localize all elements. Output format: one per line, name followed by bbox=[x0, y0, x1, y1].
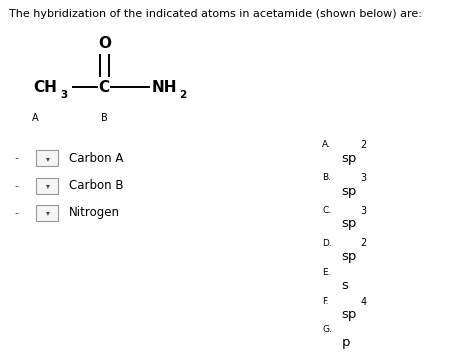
Text: 2: 2 bbox=[360, 140, 366, 150]
Text: ▾: ▾ bbox=[46, 154, 50, 163]
Text: sp: sp bbox=[341, 152, 356, 165]
Text: -: - bbox=[14, 181, 18, 191]
Text: The hybridization of the indicated atoms in acetamide (shown below) are:: The hybridization of the indicated atoms… bbox=[9, 9, 422, 19]
Text: 3: 3 bbox=[360, 173, 366, 183]
Text: -: - bbox=[14, 153, 18, 163]
Text: sp: sp bbox=[341, 308, 356, 321]
FancyBboxPatch shape bbox=[36, 150, 58, 166]
Text: D.: D. bbox=[322, 239, 332, 248]
Text: Nitrogen: Nitrogen bbox=[69, 206, 120, 219]
Text: 2: 2 bbox=[360, 238, 366, 248]
Text: C: C bbox=[99, 80, 110, 95]
FancyBboxPatch shape bbox=[36, 205, 58, 221]
Text: ▾: ▾ bbox=[46, 209, 50, 217]
Text: B: B bbox=[101, 113, 108, 123]
Text: sp: sp bbox=[341, 185, 356, 198]
Text: -: - bbox=[14, 208, 18, 218]
Text: 2: 2 bbox=[179, 90, 186, 100]
Text: A: A bbox=[32, 113, 39, 123]
Text: 4: 4 bbox=[360, 297, 366, 306]
Text: CH: CH bbox=[33, 80, 57, 95]
Text: C.: C. bbox=[322, 206, 331, 215]
FancyBboxPatch shape bbox=[36, 178, 58, 194]
Text: 3: 3 bbox=[360, 206, 366, 215]
Text: sp: sp bbox=[341, 217, 356, 230]
Text: sp: sp bbox=[341, 250, 356, 263]
Text: s: s bbox=[341, 279, 348, 292]
Text: A.: A. bbox=[322, 141, 331, 149]
Text: B.: B. bbox=[322, 173, 331, 182]
Text: Carbon A: Carbon A bbox=[69, 152, 123, 165]
Text: p: p bbox=[341, 336, 350, 349]
Text: NH: NH bbox=[152, 80, 177, 95]
Text: Carbon B: Carbon B bbox=[69, 179, 123, 192]
Text: O: O bbox=[98, 36, 111, 51]
Text: 3: 3 bbox=[61, 90, 68, 100]
Text: ▾: ▾ bbox=[46, 181, 50, 190]
Text: E.: E. bbox=[322, 268, 331, 277]
Text: G.: G. bbox=[322, 325, 332, 334]
Text: F.: F. bbox=[322, 297, 329, 306]
